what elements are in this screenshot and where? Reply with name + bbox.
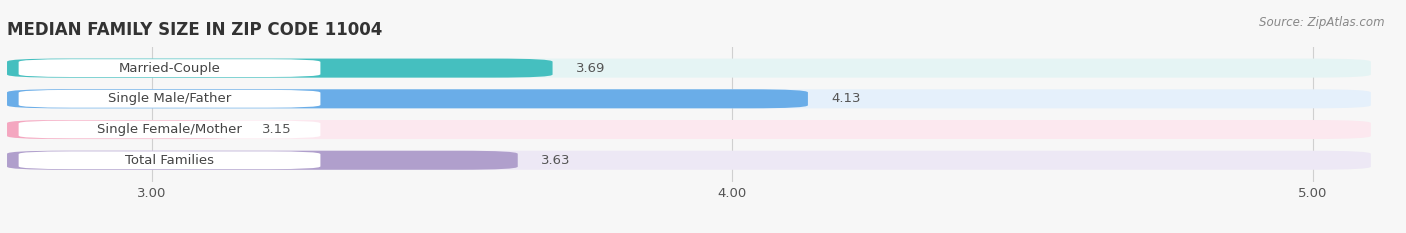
FancyBboxPatch shape <box>18 59 321 77</box>
Text: 4.13: 4.13 <box>831 92 860 105</box>
FancyBboxPatch shape <box>7 120 1371 139</box>
Text: 3.69: 3.69 <box>576 62 605 75</box>
FancyBboxPatch shape <box>18 151 321 169</box>
FancyBboxPatch shape <box>7 58 553 78</box>
FancyBboxPatch shape <box>7 151 517 170</box>
FancyBboxPatch shape <box>7 151 1371 170</box>
Text: Source: ZipAtlas.com: Source: ZipAtlas.com <box>1260 16 1385 29</box>
FancyBboxPatch shape <box>7 89 1371 108</box>
FancyBboxPatch shape <box>7 89 808 108</box>
Text: Total Families: Total Families <box>125 154 214 167</box>
FancyBboxPatch shape <box>18 121 321 138</box>
FancyBboxPatch shape <box>7 58 1371 78</box>
Text: 3.15: 3.15 <box>263 123 292 136</box>
Text: 3.63: 3.63 <box>541 154 571 167</box>
Text: Married-Couple: Married-Couple <box>118 62 221 75</box>
Text: Single Female/Mother: Single Female/Mother <box>97 123 242 136</box>
FancyBboxPatch shape <box>7 120 239 139</box>
FancyBboxPatch shape <box>18 90 321 108</box>
Text: Single Male/Father: Single Male/Father <box>108 92 231 105</box>
Text: MEDIAN FAMILY SIZE IN ZIP CODE 11004: MEDIAN FAMILY SIZE IN ZIP CODE 11004 <box>7 21 382 39</box>
